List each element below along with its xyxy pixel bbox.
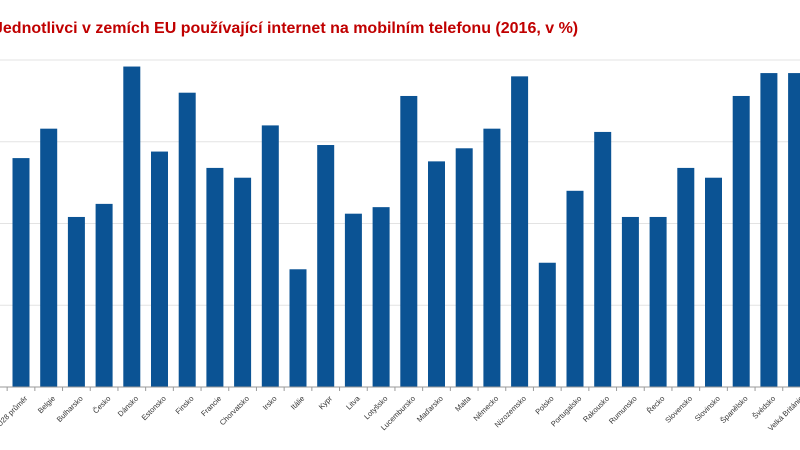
bar-chorvatsko[interactable] (234, 177, 252, 387)
x-tick-label: Maďarsko (415, 394, 445, 424)
bar-eu28-průměr[interactable] (12, 158, 30, 387)
bar-itálie[interactable] (289, 269, 307, 387)
bar-polsko[interactable] (538, 262, 556, 387)
x-tick-label: Itálie (289, 394, 307, 412)
x-tick-label: Rumunsko (607, 394, 639, 426)
bar-rakousko[interactable] (594, 131, 612, 387)
x-tick-label: Španělsko (718, 394, 749, 425)
x-tick-label: Malta (453, 393, 473, 413)
x-tick-label: Lotyšsko (362, 394, 389, 421)
chart-title: Jednotlivci v zemích EU používající inte… (0, 20, 579, 37)
bar-litva[interactable] (344, 213, 362, 387)
x-tick-label: Řecko (645, 394, 666, 415)
x-tick-label: Estonsko (140, 394, 168, 422)
bar-maďarsko[interactable] (428, 161, 445, 387)
x-tick-label: Kypr (317, 394, 335, 412)
x-tick-label: EU28 průměr (0, 394, 30, 432)
bar-estonsko[interactable] (151, 151, 168, 387)
bar-německo[interactable] (483, 128, 501, 388)
x-tick-label: Česko (91, 394, 112, 415)
bar-rumunsko[interactable] (621, 216, 639, 387)
x-axis-ticks (6, 387, 784, 391)
x-tick-label: Polsko (533, 394, 555, 416)
bar-bulharsko[interactable] (67, 216, 85, 387)
bar-česko[interactable] (95, 203, 113, 387)
bar-belgie[interactable] (40, 128, 58, 388)
bar-nizozemsko[interactable] (511, 76, 529, 387)
bars (12, 66, 800, 388)
bar-švédsko[interactable] (760, 73, 778, 387)
x-tick-label: Bulharsko (55, 394, 85, 424)
bar-finsko[interactable] (178, 92, 196, 387)
bar-irsko[interactable] (261, 125, 279, 388)
x-tick-label: Litva (344, 393, 362, 411)
bar-velká-británie[interactable] (788, 73, 800, 387)
x-tick-label: Dánsko (116, 394, 140, 418)
bar-francie[interactable] (206, 167, 224, 387)
x-tick-label: Chorvatsko (218, 394, 251, 427)
x-tick-label: Finsko (174, 394, 196, 416)
bar-malta[interactable] (455, 148, 473, 387)
bar-lotyšsko[interactable] (372, 207, 390, 387)
bar-kypr[interactable] (317, 145, 335, 387)
bar-dánsko[interactable] (123, 66, 141, 387)
bar-slovensko[interactable] (677, 167, 695, 387)
x-tick-label: Švédsko (751, 394, 778, 421)
x-tick-label: Irsko (261, 394, 279, 412)
bar-portugalsko[interactable] (566, 190, 584, 387)
x-tick-label: Francie (199, 394, 223, 418)
x-tick-label: Slovensko (663, 394, 694, 425)
bar-španělsko[interactable] (732, 95, 750, 387)
bar-slovinsko[interactable] (705, 177, 722, 387)
bar-řecko[interactable] (649, 216, 667, 387)
bar-lucembursko[interactable] (400, 95, 418, 387)
x-tick-label: Belgie (36, 394, 57, 415)
